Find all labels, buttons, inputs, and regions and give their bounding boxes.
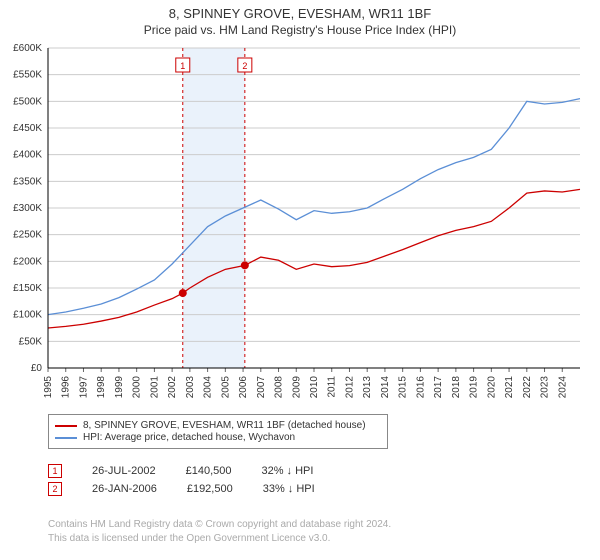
transactions-table: 1 26-JUL-2002 £140,500 32% ↓ HPI 2 26-JA… xyxy=(48,460,315,500)
svg-text:£600K: £600K xyxy=(13,43,42,54)
svg-text:£0: £0 xyxy=(31,363,43,374)
svg-text:1: 1 xyxy=(180,61,185,71)
attribution: Contains HM Land Registry data © Crown c… xyxy=(48,518,391,545)
svg-text:2009: 2009 xyxy=(291,376,302,399)
transaction-hpi-diff: 32% ↓ HPI xyxy=(261,465,313,477)
svg-text:1998: 1998 xyxy=(96,376,107,399)
svg-text:2007: 2007 xyxy=(256,376,267,399)
legend-item: HPI: Average price, detached house, Wych… xyxy=(55,432,381,443)
svg-text:2017: 2017 xyxy=(433,376,444,399)
transaction-price: £192,500 xyxy=(187,483,233,495)
svg-text:2008: 2008 xyxy=(274,376,285,399)
svg-text:2011: 2011 xyxy=(327,376,338,398)
svg-text:£450K: £450K xyxy=(13,123,42,134)
title-line-1: 8, SPINNEY GROVE, EVESHAM, WR11 1BF xyxy=(0,6,600,21)
legend-swatch xyxy=(55,437,77,439)
svg-text:2019: 2019 xyxy=(469,376,480,399)
svg-text:£50K: £50K xyxy=(19,336,43,347)
svg-text:2016: 2016 xyxy=(415,376,426,399)
svg-text:1999: 1999 xyxy=(114,376,125,399)
svg-text:£100K: £100K xyxy=(13,310,42,321)
marker-badge: 1 xyxy=(48,464,62,478)
svg-text:£250K: £250K xyxy=(13,230,42,241)
transaction-price: £140,500 xyxy=(186,465,232,477)
transaction-date: 26-JUL-2002 xyxy=(92,465,156,477)
title-line-2: Price paid vs. HM Land Registry's House … xyxy=(0,23,600,37)
attribution-line: Contains HM Land Registry data © Crown c… xyxy=(48,518,391,532)
svg-text:1995: 1995 xyxy=(43,376,54,399)
transaction-date: 26-JAN-2006 xyxy=(92,483,157,495)
svg-text:2015: 2015 xyxy=(398,376,409,399)
svg-text:£150K: £150K xyxy=(13,283,42,294)
svg-text:2014: 2014 xyxy=(380,376,391,399)
svg-text:2024: 2024 xyxy=(557,376,568,399)
svg-text:£400K: £400K xyxy=(13,150,42,161)
legend-item: 8, SPINNEY GROVE, EVESHAM, WR11 1BF (det… xyxy=(55,420,381,431)
titles-block: 8, SPINNEY GROVE, EVESHAM, WR11 1BF Pric… xyxy=(0,0,600,37)
svg-text:2004: 2004 xyxy=(203,376,214,399)
svg-text:2006: 2006 xyxy=(238,376,249,399)
svg-text:2021: 2021 xyxy=(504,376,515,399)
svg-text:2001: 2001 xyxy=(149,376,160,399)
transaction-hpi-diff: 33% ↓ HPI xyxy=(263,483,315,495)
svg-text:£550K: £550K xyxy=(13,70,42,81)
svg-text:2012: 2012 xyxy=(344,376,355,399)
svg-text:2003: 2003 xyxy=(185,376,196,399)
chart: £0£50K£100K£150K£200K£250K£300K£350K£400… xyxy=(48,48,580,368)
svg-text:2022: 2022 xyxy=(522,376,533,399)
svg-text:£200K: £200K xyxy=(13,256,42,267)
marker-badge: 2 xyxy=(48,482,62,496)
transaction-row: 1 26-JUL-2002 £140,500 32% ↓ HPI xyxy=(48,464,315,478)
legend-label: HPI: Average price, detached house, Wych… xyxy=(83,432,295,443)
svg-text:2013: 2013 xyxy=(362,376,373,399)
legend-label: 8, SPINNEY GROVE, EVESHAM, WR11 1BF (det… xyxy=(83,420,366,431)
svg-text:£500K: £500K xyxy=(13,96,42,107)
svg-text:2023: 2023 xyxy=(540,376,551,399)
page: 8, SPINNEY GROVE, EVESHAM, WR11 1BF Pric… xyxy=(0,0,600,560)
svg-text:2010: 2010 xyxy=(309,376,320,399)
svg-text:2018: 2018 xyxy=(451,376,462,399)
chart-svg: £0£50K£100K£150K£200K£250K£300K£350K£400… xyxy=(48,48,580,416)
svg-text:2002: 2002 xyxy=(167,376,178,399)
svg-text:2000: 2000 xyxy=(132,376,143,399)
legend-swatch xyxy=(55,425,77,427)
svg-text:£350K: £350K xyxy=(13,176,42,187)
attribution-line: This data is licensed under the Open Gov… xyxy=(48,532,391,546)
svg-text:1996: 1996 xyxy=(61,376,72,399)
svg-text:1997: 1997 xyxy=(78,376,89,399)
legend: 8, SPINNEY GROVE, EVESHAM, WR11 1BF (det… xyxy=(48,414,388,449)
transaction-row: 2 26-JAN-2006 £192,500 33% ↓ HPI xyxy=(48,482,315,496)
svg-text:2020: 2020 xyxy=(486,376,497,399)
svg-text:2005: 2005 xyxy=(220,376,231,399)
svg-text:£300K: £300K xyxy=(13,203,42,214)
svg-text:2: 2 xyxy=(242,61,247,71)
